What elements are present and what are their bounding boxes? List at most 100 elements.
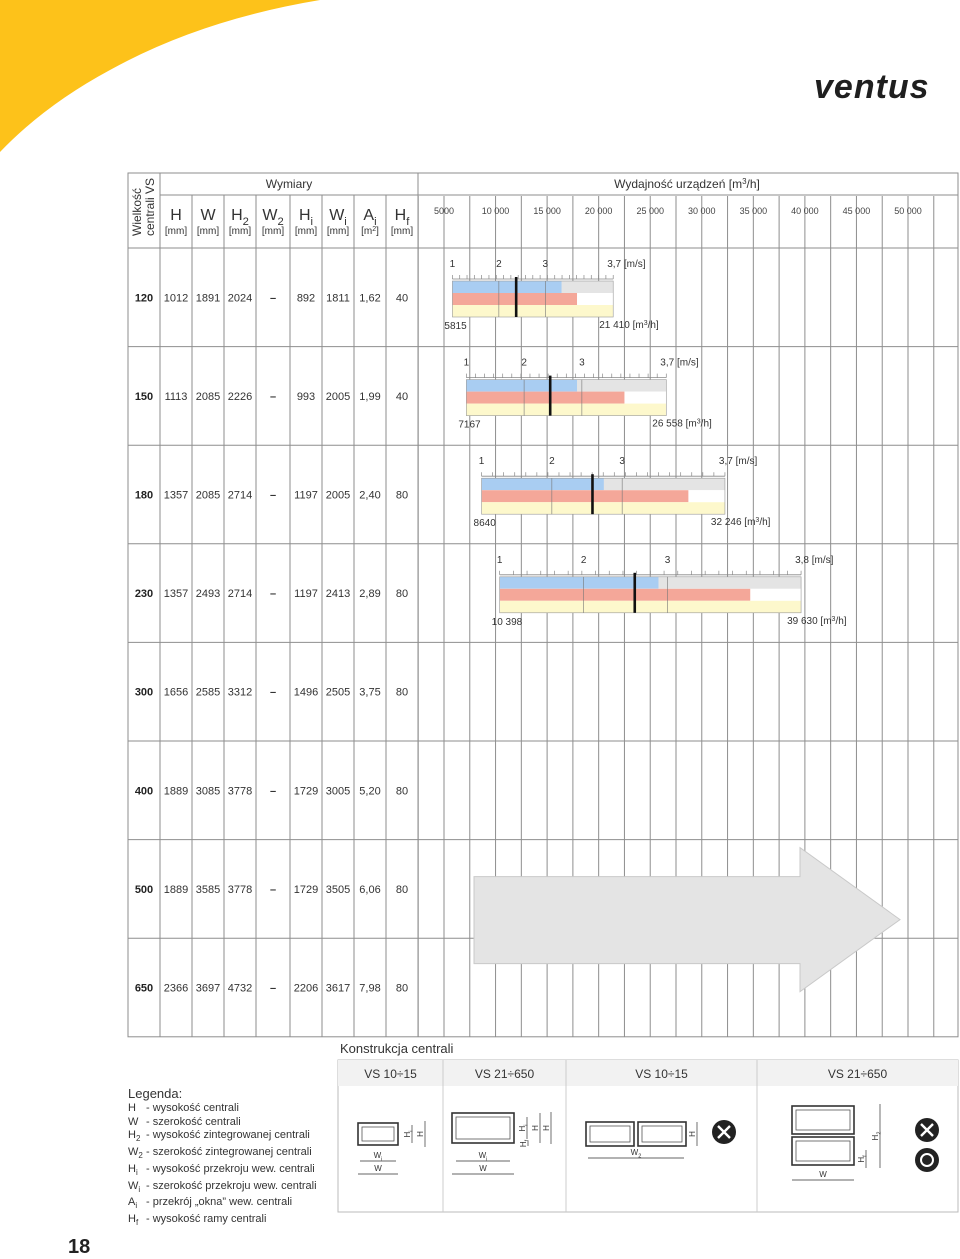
cell-Ai: 7,98	[359, 983, 380, 995]
legend-item-1: W - szerokość centrali	[128, 1116, 317, 1130]
speed-label: 3	[543, 259, 549, 270]
unit-window	[795, 1140, 851, 1162]
speed-max-label: 3,7 [m/s]	[660, 358, 699, 369]
legend-text: - szerokość zintegrowanej centrali	[146, 1145, 312, 1158]
cell-W: 1891	[196, 292, 220, 304]
legend-text: - wysokość zintegrowanej centrali	[146, 1129, 310, 1142]
column-unit-0: [mm]	[165, 226, 187, 237]
row-size-300: 300	[135, 687, 153, 699]
construction-group-label-3: VS 21÷650	[828, 1067, 888, 1081]
legend-text: - przekrój „okna” wew. centrali	[146, 1196, 293, 1209]
row-size-400: 400	[135, 785, 153, 797]
column-unit-1: [mm]	[197, 226, 219, 237]
dim-label: H	[531, 1125, 540, 1131]
construction-title: Konstrukcja centrali	[340, 1041, 454, 1056]
cell-H2: 3312	[228, 687, 252, 699]
construction-header-bg	[338, 1060, 958, 1086]
cell-Hi: 892	[297, 292, 315, 304]
cell-Ai: 6,06	[359, 884, 380, 896]
speed-max-label: 3,7 [m/s]	[607, 259, 646, 270]
bar-red	[481, 490, 689, 503]
column-unit-5: [mm]	[327, 226, 349, 237]
cell-Wi: 3505	[326, 884, 350, 896]
cell-Hi: 1729	[294, 785, 318, 797]
row-size-650: 650	[135, 983, 153, 995]
unit-window	[455, 1116, 511, 1140]
cell-H2: 3778	[228, 884, 252, 896]
column-header-0: H	[170, 207, 182, 224]
speed-label: 1	[464, 358, 470, 369]
min-capacity-label: 7167	[458, 420, 481, 431]
dim-label: Hf	[857, 1155, 868, 1163]
cell-W: 2493	[196, 588, 220, 600]
bar-yellow	[499, 600, 802, 613]
legend: Legenda: H - wysokość centrali W - szerokoś…	[128, 1086, 317, 1230]
capacity-bar-150: 1 2 3 3,7 [m/s] 7167 26 558 [m3/h]	[458, 358, 712, 431]
cell-Hf: 80	[396, 588, 408, 600]
dimensions-capacity-table: Wielkośćcentrali VS Wymiary Wydajność urzą…	[127, 172, 959, 1038]
dims-header: Wymiary	[266, 177, 313, 191]
cell-Ai: 5,20	[359, 785, 380, 797]
cell-W2: –	[270, 588, 276, 600]
legend-title: Legenda:	[128, 1086, 183, 1101]
min-capacity-label: 10 398	[492, 617, 523, 628]
speed-label: 3	[619, 456, 625, 467]
cell-Wi: 3617	[326, 983, 350, 995]
bar-red	[452, 293, 578, 305]
cell-W: 2085	[196, 490, 220, 502]
dim-label: W2	[631, 1148, 642, 1159]
construction-group-label-1: VS 21÷650	[475, 1067, 535, 1081]
size-header: Wielkośćcentrali VS	[130, 178, 157, 236]
dim-label: Wi	[374, 1151, 383, 1162]
scale-tick-label: 25 000	[636, 206, 664, 216]
cell-Wi: 2005	[326, 391, 350, 403]
legend-text: - wysokość ramy centrali	[146, 1213, 267, 1226]
cell-Wi: 1811	[326, 292, 350, 304]
legend-text: - szerokość centrali	[146, 1115, 241, 1128]
cell-H: 1012	[164, 292, 188, 304]
dim-label: Wi	[479, 1151, 488, 1162]
page-number: 18	[68, 1236, 91, 1258]
cell-W: 2585	[196, 687, 220, 699]
bar-yellow	[466, 403, 667, 416]
legend-item-6: Ai - przekrój „okna” wew. centrali	[128, 1196, 317, 1213]
speed-label: 2	[549, 456, 555, 467]
column-unit-3: [mm]	[262, 226, 284, 237]
speed-label: 2	[496, 259, 502, 270]
row-size-180: 180	[135, 490, 153, 502]
cell-Hf: 80	[396, 983, 408, 995]
legend-text: - szerokość przekroju wew. centrali	[146, 1179, 317, 1192]
cell-H2: 2714	[228, 490, 252, 502]
cell-Ai: 1,99	[359, 391, 380, 403]
cell-Ai: 2,89	[359, 588, 380, 600]
bar-frame	[499, 576, 802, 614]
speed-label: 2	[581, 555, 587, 566]
legend-key: W	[128, 1115, 139, 1128]
legend-key: Ai	[128, 1196, 138, 1211]
cell-Ai: 1,62	[359, 292, 380, 304]
cell-Wi: 2505	[326, 687, 350, 699]
column-unit-2: [mm]	[229, 226, 251, 237]
cell-Wi: 3005	[326, 785, 350, 797]
cell-Hf: 80	[396, 785, 408, 797]
max-capacity-label: 26 558 [m3/h]	[652, 419, 712, 430]
bar-yellow	[452, 305, 614, 317]
scale-tick-label: 45 000	[843, 206, 871, 216]
legend-item-3: W2- szerokość zintegrowanej centrali	[128, 1146, 317, 1163]
scale-tick-label: 20 000	[585, 206, 613, 216]
speed-label: 1	[497, 555, 503, 566]
bar-blue	[481, 478, 604, 491]
min-capacity-label: 5815	[444, 321, 467, 332]
column-header-3: W2	[262, 207, 283, 228]
big-arrow-shape	[473, 846, 901, 993]
cell-W2: –	[270, 391, 276, 403]
fan-icon-ring	[920, 1153, 934, 1167]
dim-label: W	[819, 1170, 827, 1179]
cell-W2: –	[270, 884, 276, 896]
cell-W: 3585	[196, 884, 220, 896]
legend-key: Hf	[128, 1213, 139, 1228]
column-unit-7: [mm]	[391, 226, 413, 237]
cell-W: 3085	[196, 785, 220, 797]
cell-Wi: 2005	[326, 490, 350, 502]
unit-window	[795, 1109, 851, 1131]
